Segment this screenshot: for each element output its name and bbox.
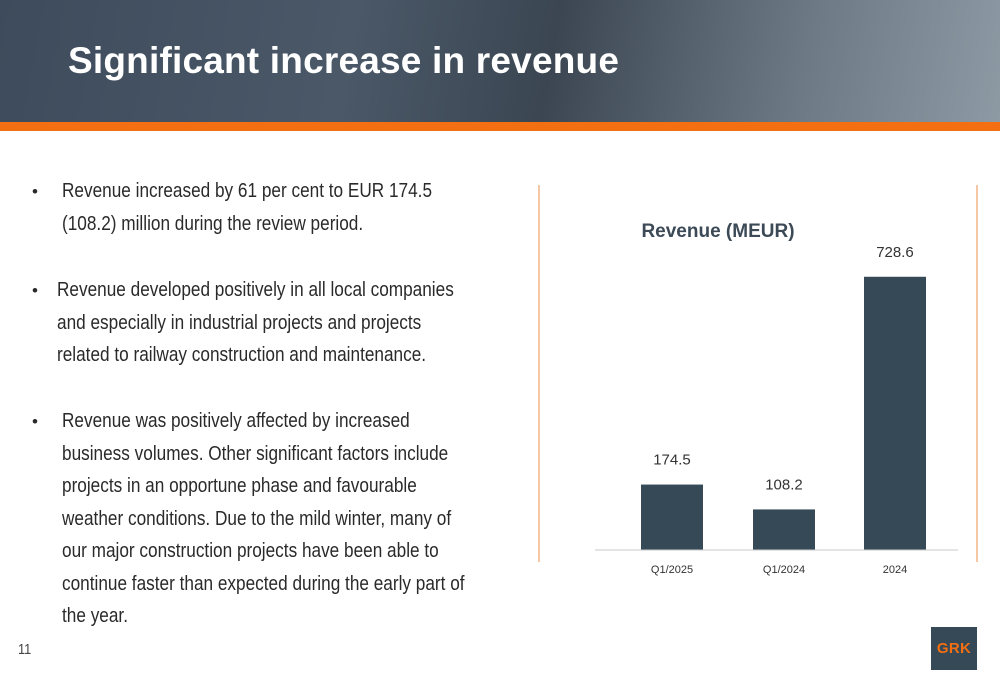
- bullet-line: business volumes. Other significant fact…: [62, 442, 449, 465]
- bullet-line: and especially in industrial projects an…: [57, 311, 422, 334]
- chart-bars: 174.5 Q1/2025 108.2 Q1/2024 728.6 2024: [641, 244, 926, 576]
- bar-value-label: 108.2: [765, 476, 803, 493]
- bullet-line: Revenue developed positively in all loca…: [57, 279, 454, 301]
- logo-text: GRK: [936, 640, 972, 657]
- bullet-line: projects in an opportune phase and favou…: [62, 475, 417, 497]
- chart-divider-right: [976, 185, 978, 562]
- bullet-line: the year.: [62, 605, 128, 627]
- bullet-list: • Revenue increased by 61 per cent to EU…: [32, 175, 465, 633]
- bar-value-label: 174.5: [653, 452, 691, 469]
- slide-title: Significant increase in revenue: [68, 40, 620, 81]
- page-number: 11: [18, 641, 32, 658]
- bullet-line: continue faster than expected during the…: [62, 572, 465, 595]
- bullet-marker: •: [32, 412, 38, 431]
- category-label: Q1/2025: [651, 564, 693, 576]
- bullet-marker: •: [32, 182, 38, 201]
- bar-2024: [864, 276, 926, 550]
- revenue-bar-chart: Revenue (MEUR) 174.5 Q1/2025 108.2 Q1/2024 7…: [595, 221, 958, 576]
- bullet-line: Revenue was positively affected by incre…: [62, 410, 410, 432]
- chart-divider-left: [538, 185, 540, 562]
- category-label: Q1/2024: [763, 564, 805, 576]
- header-accent-bar: [0, 122, 1000, 131]
- bar-value-label: 728.6: [876, 244, 914, 261]
- bar-q1-2025: [641, 484, 703, 550]
- bullet-line: weather conditions. Due to the mild wint…: [62, 507, 452, 530]
- grk-logo: GRK: [931, 627, 977, 670]
- category-label: 2024: [883, 564, 907, 576]
- bar-q1-2024: [753, 509, 815, 550]
- bullet-line: Revenue increased by 61 per cent to EUR …: [62, 180, 433, 202]
- bullet-marker: •: [32, 281, 38, 300]
- slide-header: Significant increase in revenue: [0, 0, 1000, 122]
- bullet-item: Revenue developed positively in all loca…: [57, 274, 454, 372]
- bullet-line: related to railway construction and main…: [57, 344, 427, 366]
- bullet-item: Revenue was positively affected by incre…: [62, 405, 465, 633]
- bullet-line: (108.2) million during the review period…: [62, 212, 364, 235]
- bullet-item: Revenue increased by 61 per cent to EUR …: [62, 175, 432, 240]
- chart-title: Revenue (MEUR): [641, 221, 794, 242]
- bullet-line: our major construction projects have bee…: [62, 540, 439, 562]
